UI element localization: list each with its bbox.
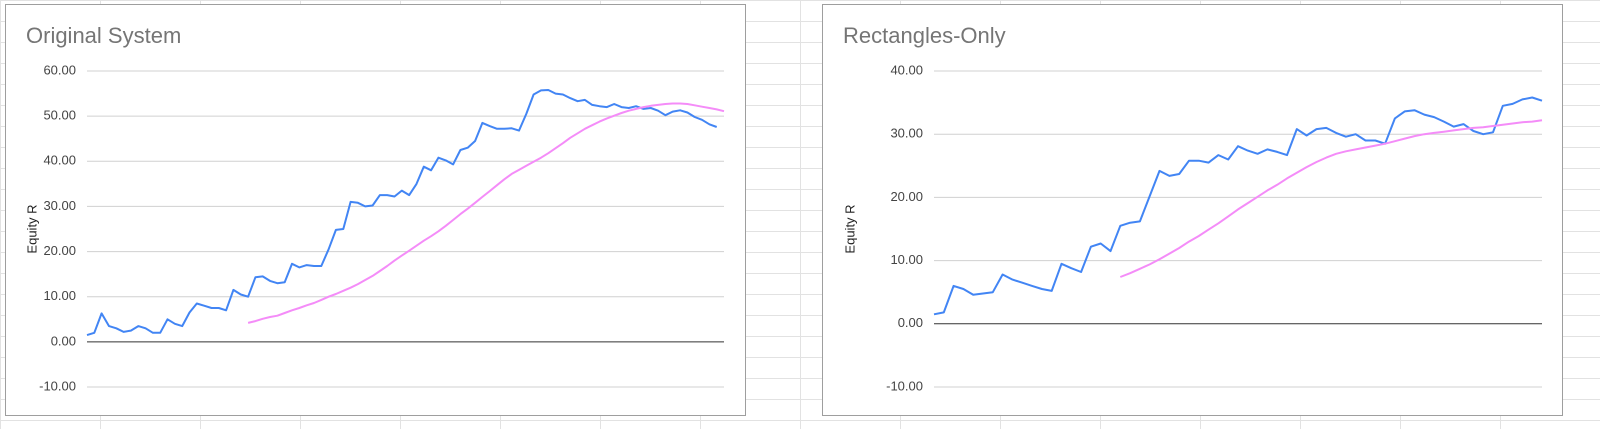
- y-tick-label: 0.00: [898, 315, 923, 330]
- y-tick-label: 20.00: [890, 189, 923, 204]
- y-axis-label: Equity R: [842, 204, 857, 253]
- chart-title: Rectangles-Only: [843, 23, 1006, 48]
- y-tick-label: 20.00: [43, 243, 76, 258]
- chart-frame: [5, 4, 746, 416]
- chart-frame: [822, 4, 1563, 416]
- y-tick-label: 40.00: [890, 62, 923, 77]
- series-line: [1119, 119, 1543, 278]
- y-axis-label: Equity R: [24, 204, 39, 253]
- chart-title: Original System: [26, 23, 181, 48]
- y-tick-label: -10.00: [886, 378, 923, 393]
- y-tick-label: 30.00: [890, 126, 923, 141]
- series-line: [247, 102, 725, 324]
- y-tick-label: -10.00: [39, 378, 76, 393]
- y-tick-label: 10.00: [43, 288, 76, 303]
- y-tick-label: 60.00: [43, 62, 76, 77]
- y-tick-label: 40.00: [43, 153, 76, 168]
- y-tick-label: 10.00: [890, 252, 923, 267]
- series-line: [933, 96, 1543, 316]
- y-tick-label: 0.00: [51, 333, 76, 348]
- y-tick-label: 50.00: [43, 108, 76, 123]
- series-line: [86, 89, 718, 337]
- y-tick-label: 30.00: [43, 198, 76, 213]
